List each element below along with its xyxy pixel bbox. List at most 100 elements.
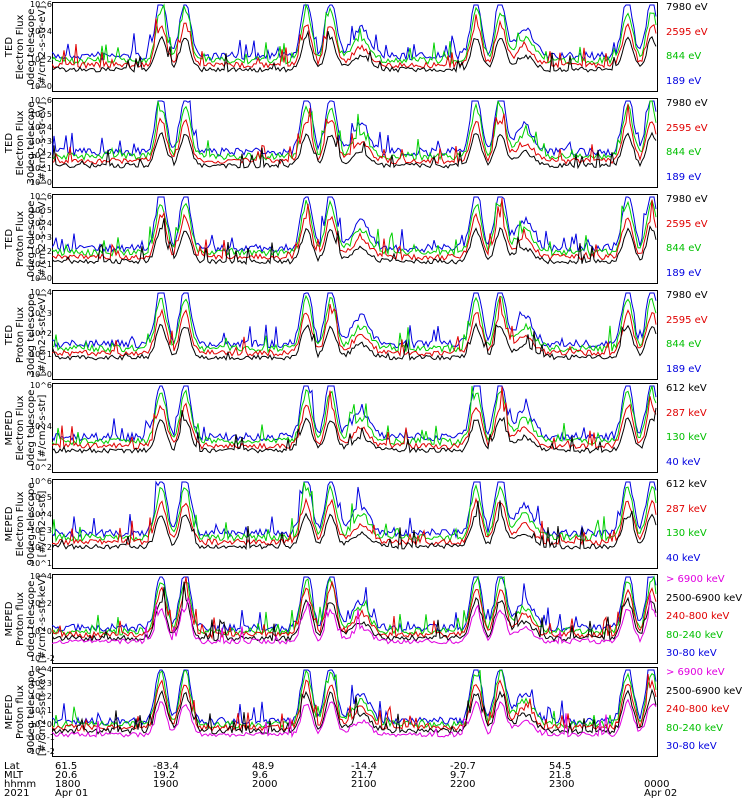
panel-6-y-tick: 10^2 bbox=[30, 542, 52, 552]
x-axis-mlt-value: 9.7 bbox=[450, 770, 466, 781]
panel-3-y-tick: 10^1 bbox=[30, 260, 52, 270]
panel-5-y-tick: 10^6 bbox=[30, 381, 52, 390]
panel-7-series-240-800-kev bbox=[52, 576, 657, 640]
panel-7-legend-item: > 6900 keV bbox=[666, 574, 725, 585]
panel-4-y-tick: 10^0 bbox=[30, 370, 52, 379]
x-axis-lat-value: -14.4 bbox=[351, 761, 377, 772]
x-axis-lat-value: 61.5 bbox=[55, 761, 78, 772]
panel-2-series-844-ev bbox=[52, 100, 657, 162]
panel-2-legend-item: 189 eV bbox=[666, 172, 702, 183]
panel-6-legend-item: 40 keV bbox=[666, 553, 701, 564]
panel-8-frame bbox=[52, 667, 658, 757]
panel-7-plot-area bbox=[52, 575, 657, 645]
x-axis-row-label: hhmm bbox=[4, 779, 37, 790]
x-axis-row-label: 2021 bbox=[4, 788, 30, 799]
panel-1-y-label: TED Electron Flux 0deg telescope [#/cm2-… bbox=[4, 5, 48, 89]
x-axis-hhmm-value: 2100 bbox=[351, 779, 377, 790]
panel-6-legend-item: 287 keV bbox=[666, 503, 707, 515]
panel-4-y-tick: 10^2 bbox=[30, 329, 52, 338]
panel-2-frame bbox=[52, 98, 658, 188]
panel-2-y-tick: 10^1 bbox=[30, 164, 52, 174]
panel-1-frame bbox=[52, 2, 658, 92]
panel-7-series-80-240-kev bbox=[52, 575, 657, 637]
panel-2-y-tick: 10^2 bbox=[30, 150, 52, 160]
panel-1-legend-item: 189 eV bbox=[666, 76, 702, 87]
panel-1-series-7980-ev bbox=[52, 29, 657, 73]
panel-6-y-tick: 10^6 bbox=[30, 477, 52, 486]
panel-2-y-tick: 10^4 bbox=[30, 123, 52, 133]
panel-3-legend-item: 2595 eV bbox=[666, 218, 708, 230]
panel-2-series-7980-ev bbox=[52, 131, 657, 170]
panel-5-frame bbox=[52, 383, 658, 473]
panel-1-legend-item: 2595 eV bbox=[666, 26, 708, 38]
panel-3-legend-item: 844 eV bbox=[666, 243, 702, 255]
panel-8-plot-area bbox=[52, 669, 657, 739]
panel-4-series-189-ev bbox=[52, 292, 657, 350]
panel-1-y-tick: 10^4 bbox=[30, 27, 52, 37]
x-axis-hhmm-value: 2300 bbox=[549, 779, 575, 790]
panel-6-series-287-kev bbox=[52, 497, 657, 547]
panel-8-legend-item: 240-800 keV bbox=[666, 704, 730, 715]
panel-6-plot-area bbox=[52, 480, 657, 551]
x-axis-hhmm-value: 2200 bbox=[450, 779, 476, 790]
panel-2-legend-item: 2595 eV bbox=[666, 122, 708, 134]
x-axis-lat-value: -20.7 bbox=[450, 761, 476, 772]
panel-8-y-tick: 10^-1 bbox=[30, 733, 55, 743]
panel-1-series-844-ev bbox=[52, 3, 657, 65]
panel-6-series-130-kev bbox=[52, 481, 657, 543]
x-axis-mlt-value: 20.6 bbox=[55, 770, 78, 781]
panel-3-y-tick: 10^3 bbox=[30, 233, 52, 242]
panel-7-y-tick: 10^0 bbox=[30, 626, 52, 636]
x-axis-date-value: Apr 01 bbox=[55, 788, 89, 799]
panel-4-legend-item: 844 eV bbox=[666, 339, 702, 351]
panel-3-series-7980-ev bbox=[52, 218, 657, 266]
x-axis-lat-value: 48.9 bbox=[252, 761, 275, 772]
panel-1-legend-item: 844 eV bbox=[666, 51, 702, 63]
panel-4-legend-item: 189 eV bbox=[666, 364, 702, 375]
panel-3-y-tick: 10^0 bbox=[30, 274, 52, 283]
panel-3-series-844-ev bbox=[52, 198, 657, 258]
panel-7-y-tick: 10^4 bbox=[30, 572, 52, 581]
panel-1-series-2595-ev bbox=[52, 14, 657, 70]
panel-5-legend-item: 40 keV bbox=[666, 457, 701, 468]
panel-2-legend-item: 844 eV bbox=[666, 147, 702, 159]
panel-5-legend-item: 612 keV bbox=[666, 383, 707, 394]
panel-8-series-2500-6900-kev bbox=[52, 688, 657, 736]
panel-1-series-189-ev bbox=[52, 4, 657, 61]
panel-3-series-189-ev bbox=[52, 196, 657, 254]
panel-8-legend-item: 2500-6900 keV bbox=[666, 685, 743, 697]
panel-4-series-844-ev bbox=[52, 294, 657, 354]
panel-7-y-label: MEPED Proton flux 0deg telescope [#/cm2-… bbox=[4, 574, 48, 664]
panel-6-frame bbox=[52, 479, 658, 569]
panel-3-legend-item: 189 eV bbox=[666, 268, 702, 279]
panel-1-plot-area bbox=[52, 3, 657, 73]
x-axis-hhmm-value: 2000 bbox=[252, 779, 278, 790]
panel-6-legend-item: 612 keV bbox=[666, 479, 707, 490]
panel-6-y-tick: 10^5 bbox=[30, 493, 52, 503]
panel-2-y-tick: 10^6 bbox=[30, 96, 52, 105]
panel-8-y-tick: 10^0 bbox=[30, 719, 52, 729]
panel-1-y-tick: 10^0 bbox=[30, 82, 52, 91]
x-axis-row-label: Lat bbox=[4, 761, 20, 772]
panel-3-plot-area bbox=[52, 196, 657, 266]
x-axis-hhmm-value: 1800 bbox=[55, 779, 81, 790]
panel-8-y-tick: 10^3 bbox=[30, 678, 52, 688]
panel-8-y-tick: 10^4 bbox=[30, 665, 52, 674]
x-axis-row-label: MLT bbox=[4, 770, 23, 781]
panel-2-plot-area bbox=[52, 100, 657, 170]
panel-1-y-tick: 10^6 bbox=[30, 0, 52, 9]
panel-5-series-287-kev bbox=[52, 386, 657, 450]
panel-5-series-40-kev bbox=[52, 385, 657, 443]
panel-5-y-tick: 10^4 bbox=[30, 422, 52, 431]
panel-5-legend-item: 287 keV bbox=[666, 407, 707, 419]
panel-6-y-tick: 10^4 bbox=[30, 509, 52, 519]
x-axis-mlt-value: 19.2 bbox=[153, 770, 176, 781]
panel-3-frame bbox=[52, 194, 658, 284]
panel-8-legend-item: 30-80 keV bbox=[666, 741, 717, 752]
panel-4-legend-item: 2595 eV bbox=[666, 314, 708, 326]
panel-2-series-189-ev bbox=[52, 100, 657, 157]
panel-3-legend-item: 7980 eV bbox=[666, 194, 708, 205]
panel-7-legend-item: 30-80 keV bbox=[666, 648, 717, 659]
panel-7-legend-item: 80-240 keV bbox=[666, 629, 724, 641]
